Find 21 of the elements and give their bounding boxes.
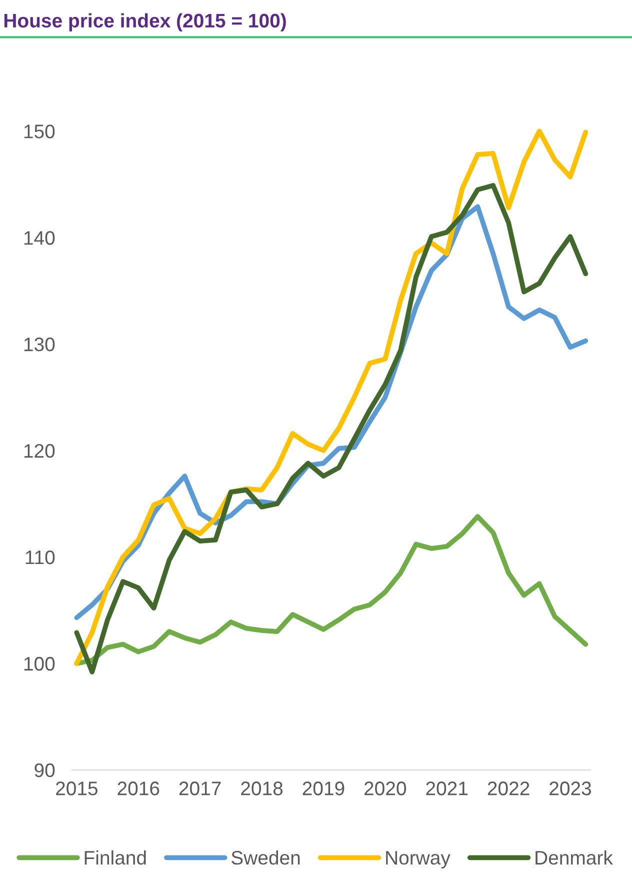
legend-label: Sweden [232,850,300,865]
chart-title: House price index (2015 = 100) [4,13,286,32]
x-tick-label: 2023 [550,782,592,796]
x-tick-label: 2018 [241,782,283,796]
y-tick-label: 150 [24,124,55,138]
x-tick-label: 2017 [179,782,221,796]
legend-label: Norway [386,851,450,868]
y-tick-label: 140 [24,231,55,245]
y-tick-label: 100 [24,656,55,671]
y-tick-label: 130 [24,338,55,352]
x-tick-label: 2020 [364,782,406,796]
y-tick-label: 120 [24,444,55,458]
x-tick-label: 2015 [56,782,98,796]
legend-label: Finland [84,850,146,865]
x-tick-label: 2021 [426,782,468,796]
y-tick-label: 110 [26,550,55,564]
x-tick-label: 2022 [488,782,530,796]
x-tick-label: 2019 [302,782,344,796]
y-tick-label: 90 [34,763,55,778]
legend-label: Denmark [536,850,613,865]
x-tick-label: 2016 [118,782,160,796]
